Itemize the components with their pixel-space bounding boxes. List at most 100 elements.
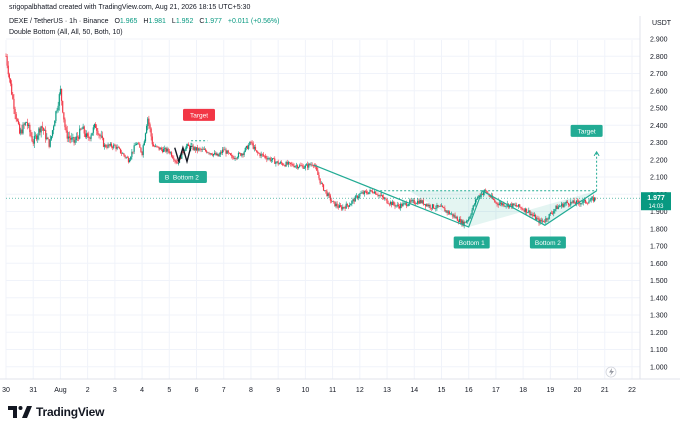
candle-body — [397, 204, 399, 207]
candle-body — [73, 137, 75, 143]
candle-body — [98, 134, 100, 136]
candle-body — [528, 210, 530, 213]
x-tick-label: 3 — [113, 387, 117, 394]
candle-body — [554, 209, 556, 212]
candle-body — [197, 147, 199, 151]
candle-body — [430, 207, 432, 209]
candle-body — [294, 166, 296, 168]
y-tick-label: 1.100 — [650, 347, 668, 354]
candle-body — [312, 165, 314, 167]
candle-body — [412, 200, 414, 201]
countdown-label: 14:03 — [648, 204, 664, 210]
pattern-fill — [468, 190, 597, 228]
candle-body — [283, 165, 285, 166]
symbol-title[interactable]: DEXE / TetherUS · 1h · Binance — [9, 18, 109, 25]
candle-body — [7, 65, 9, 75]
candle-body — [579, 202, 581, 205]
indicator-legend[interactable]: Double Bottom (All, All, 50, Both, 10) — [9, 29, 123, 36]
candle-body — [449, 213, 452, 215]
candle-body — [45, 129, 47, 140]
candle-body — [439, 206, 441, 207]
candle-body — [305, 164, 308, 166]
candle-body — [233, 157, 235, 160]
candle-body — [141, 151, 143, 155]
candle-body — [427, 204, 429, 207]
candle-body — [405, 202, 407, 207]
y-tick-label: 2.300 — [650, 140, 668, 147]
candle-body — [576, 200, 579, 202]
candle-body — [361, 192, 363, 194]
candle-body — [418, 200, 420, 204]
candle-body — [116, 147, 118, 149]
candle-body — [227, 150, 229, 153]
candle-body — [187, 144, 190, 147]
y-tick-label: 2.700 — [650, 71, 668, 78]
candle-body — [198, 148, 200, 151]
candle-body — [6, 56, 8, 66]
candle-body — [117, 147, 119, 148]
candle-body — [19, 123, 21, 134]
candle-body — [59, 88, 62, 95]
candle-body — [384, 198, 386, 200]
candle-body — [258, 153, 260, 154]
candle-body — [548, 214, 550, 219]
candle-body — [151, 136, 153, 145]
candle-body — [142, 145, 144, 155]
candle-body — [226, 150, 228, 154]
tradingview-logo[interactable]: TradingView — [8, 405, 104, 419]
candle-body — [201, 149, 203, 150]
candle-body — [393, 201, 395, 205]
candle-body — [542, 220, 545, 222]
candle-body — [316, 166, 318, 171]
candle-body — [434, 208, 436, 209]
candle-body — [335, 203, 337, 207]
candle-body — [415, 203, 418, 205]
candle-body — [30, 132, 32, 137]
candle-body — [135, 143, 138, 146]
candle-body — [160, 147, 162, 150]
ohlc-close-value: 1.977 — [204, 18, 222, 25]
candle-body — [125, 157, 127, 158]
candle-body — [46, 137, 48, 140]
candle-body — [362, 192, 364, 194]
candle-body — [189, 146, 191, 150]
candle-body — [334, 201, 336, 207]
candle-body — [82, 126, 84, 129]
target-label-box — [182, 108, 215, 121]
x-tick-label: 7 — [222, 387, 226, 394]
candle-body — [232, 156, 234, 158]
candle-body — [318, 174, 320, 179]
candle-body — [364, 191, 367, 192]
candle-body — [557, 206, 559, 210]
candle-body — [426, 204, 428, 207]
candle-body — [563, 204, 565, 207]
candle-body — [381, 195, 384, 197]
candle-body — [175, 160, 177, 163]
candle-body — [102, 138, 105, 147]
candle-body — [567, 202, 570, 205]
candle-body — [303, 167, 305, 169]
candle-body — [555, 205, 557, 210]
candle-body — [556, 205, 558, 210]
candle-body — [523, 209, 525, 212]
candle-body — [290, 162, 292, 164]
candle-body — [442, 205, 444, 208]
candle-body — [295, 165, 297, 167]
candle-body — [87, 133, 89, 137]
candle-body — [396, 204, 398, 206]
candle-body — [571, 201, 573, 203]
bottom-label-prefix: B — [165, 175, 169, 182]
candle-body — [8, 74, 11, 79]
candle-body — [404, 202, 406, 204]
currency-label: USDT — [652, 20, 672, 27]
candle-body — [593, 197, 596, 202]
x-tick-label: 19 — [546, 387, 554, 394]
candle-body — [202, 149, 204, 150]
candle-body — [80, 128, 82, 130]
candle-body — [279, 162, 282, 164]
candle-body — [456, 217, 458, 221]
y-tick-label: 1.700 — [650, 244, 668, 251]
bottom-label-box — [453, 236, 490, 249]
y-tick-label: 1.600 — [650, 261, 668, 268]
